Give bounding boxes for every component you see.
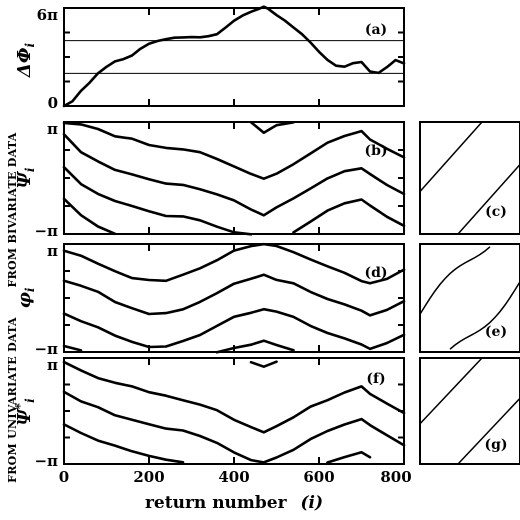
- ylabel-b: Ψi: [14, 167, 37, 188]
- series-d-3: [62, 339, 295, 354]
- panel-e-frame: [419, 243, 520, 353]
- ylabel-d: φi: [14, 287, 37, 308]
- xlabel-sym: (i): [300, 493, 323, 513]
- side-label-univariate: FROM UNIVARIATE DATA: [6, 317, 19, 483]
- ytick-f-top: π: [47, 356, 58, 374]
- ylabel-a-main: ΔΦ: [14, 47, 35, 78]
- chart-marks: [62, 5, 520, 465]
- label-bg-b: [358, 140, 394, 160]
- map-line-g-0: [457, 397, 520, 465]
- xtick-0: 0: [59, 468, 69, 486]
- panel-label-b: (b): [364, 143, 387, 159]
- label-bg-f: [358, 368, 394, 388]
- ytick-a-bottom: 0: [48, 94, 58, 112]
- ylabel-b-sub: i: [23, 167, 37, 172]
- ytick-b-top: π: [47, 120, 58, 138]
- panel-label-f: (f): [366, 371, 385, 387]
- panel-label-d: (d): [364, 265, 387, 281]
- ylabel-a-sub: i: [23, 42, 37, 47]
- xtick-600: 600: [303, 468, 334, 486]
- ytick-d-bottom: −π: [34, 340, 58, 358]
- panel-g-frame: [419, 357, 520, 465]
- xtick-400: 400: [218, 468, 249, 486]
- panel-b-frame: [63, 121, 405, 235]
- panel-label-a: (a): [365, 22, 387, 38]
- series-b-1: [62, 165, 406, 236]
- panel-c-frame: [419, 121, 520, 235]
- map-line-c-0: [457, 164, 520, 235]
- ytick-d-top: π: [47, 242, 58, 260]
- ylabel-b-main: Ψ: [14, 171, 35, 189]
- panel-a-frame: [63, 7, 405, 107]
- map-line-c-1: [419, 121, 483, 192]
- ytick-a-top: 6π: [37, 6, 58, 24]
- series-f-0: [62, 360, 406, 434]
- series-d-0: [62, 242, 406, 285]
- ytick-b-bottom: −π: [34, 222, 58, 240]
- panel-label-e: (e): [485, 324, 507, 340]
- series-d-2: [62, 307, 406, 351]
- series-a: [62, 5, 406, 108]
- map-line-e-1: [419, 246, 491, 315]
- panel-label-c: (c): [485, 204, 507, 220]
- label-bg-a: [358, 18, 394, 40]
- ylabel-d-sub: i: [23, 287, 37, 292]
- xlabel: return number (i): [145, 493, 323, 513]
- ylabel-a: ΔΦi: [14, 42, 37, 78]
- series-d-1: [62, 273, 406, 317]
- series-f-2: [62, 423, 372, 464]
- series-b-3: [249, 120, 295, 134]
- ylabel-f-sup: *: [13, 402, 27, 409]
- series-b-0: [62, 133, 406, 217]
- label-bg-d: [358, 262, 394, 282]
- series-f-3: [249, 360, 278, 368]
- ytick-f-bottom: −π: [34, 452, 58, 470]
- side-label-bivariate: FROM BIVARIATE DATA: [6, 132, 19, 287]
- map-line-e-0: [449, 281, 520, 350]
- series-b-4: [62, 121, 406, 180]
- ylabel-f-main: Ψ: [14, 408, 35, 426]
- xtick-200: 200: [133, 468, 164, 486]
- ylabel-f-sub: i: [23, 398, 37, 403]
- panel-label-g: (g): [484, 437, 507, 453]
- ylabel-f: Ψ*i: [13, 398, 37, 426]
- xtick-800: 800: [380, 468, 411, 486]
- xlabel-text: return number: [145, 493, 288, 513]
- series-b-2: [62, 197, 117, 236]
- ylabel-d-main: φ: [14, 291, 35, 308]
- panel-f-frame: [63, 357, 405, 465]
- series-f-1: [62, 390, 406, 464]
- map-line-g-1: [419, 357, 483, 425]
